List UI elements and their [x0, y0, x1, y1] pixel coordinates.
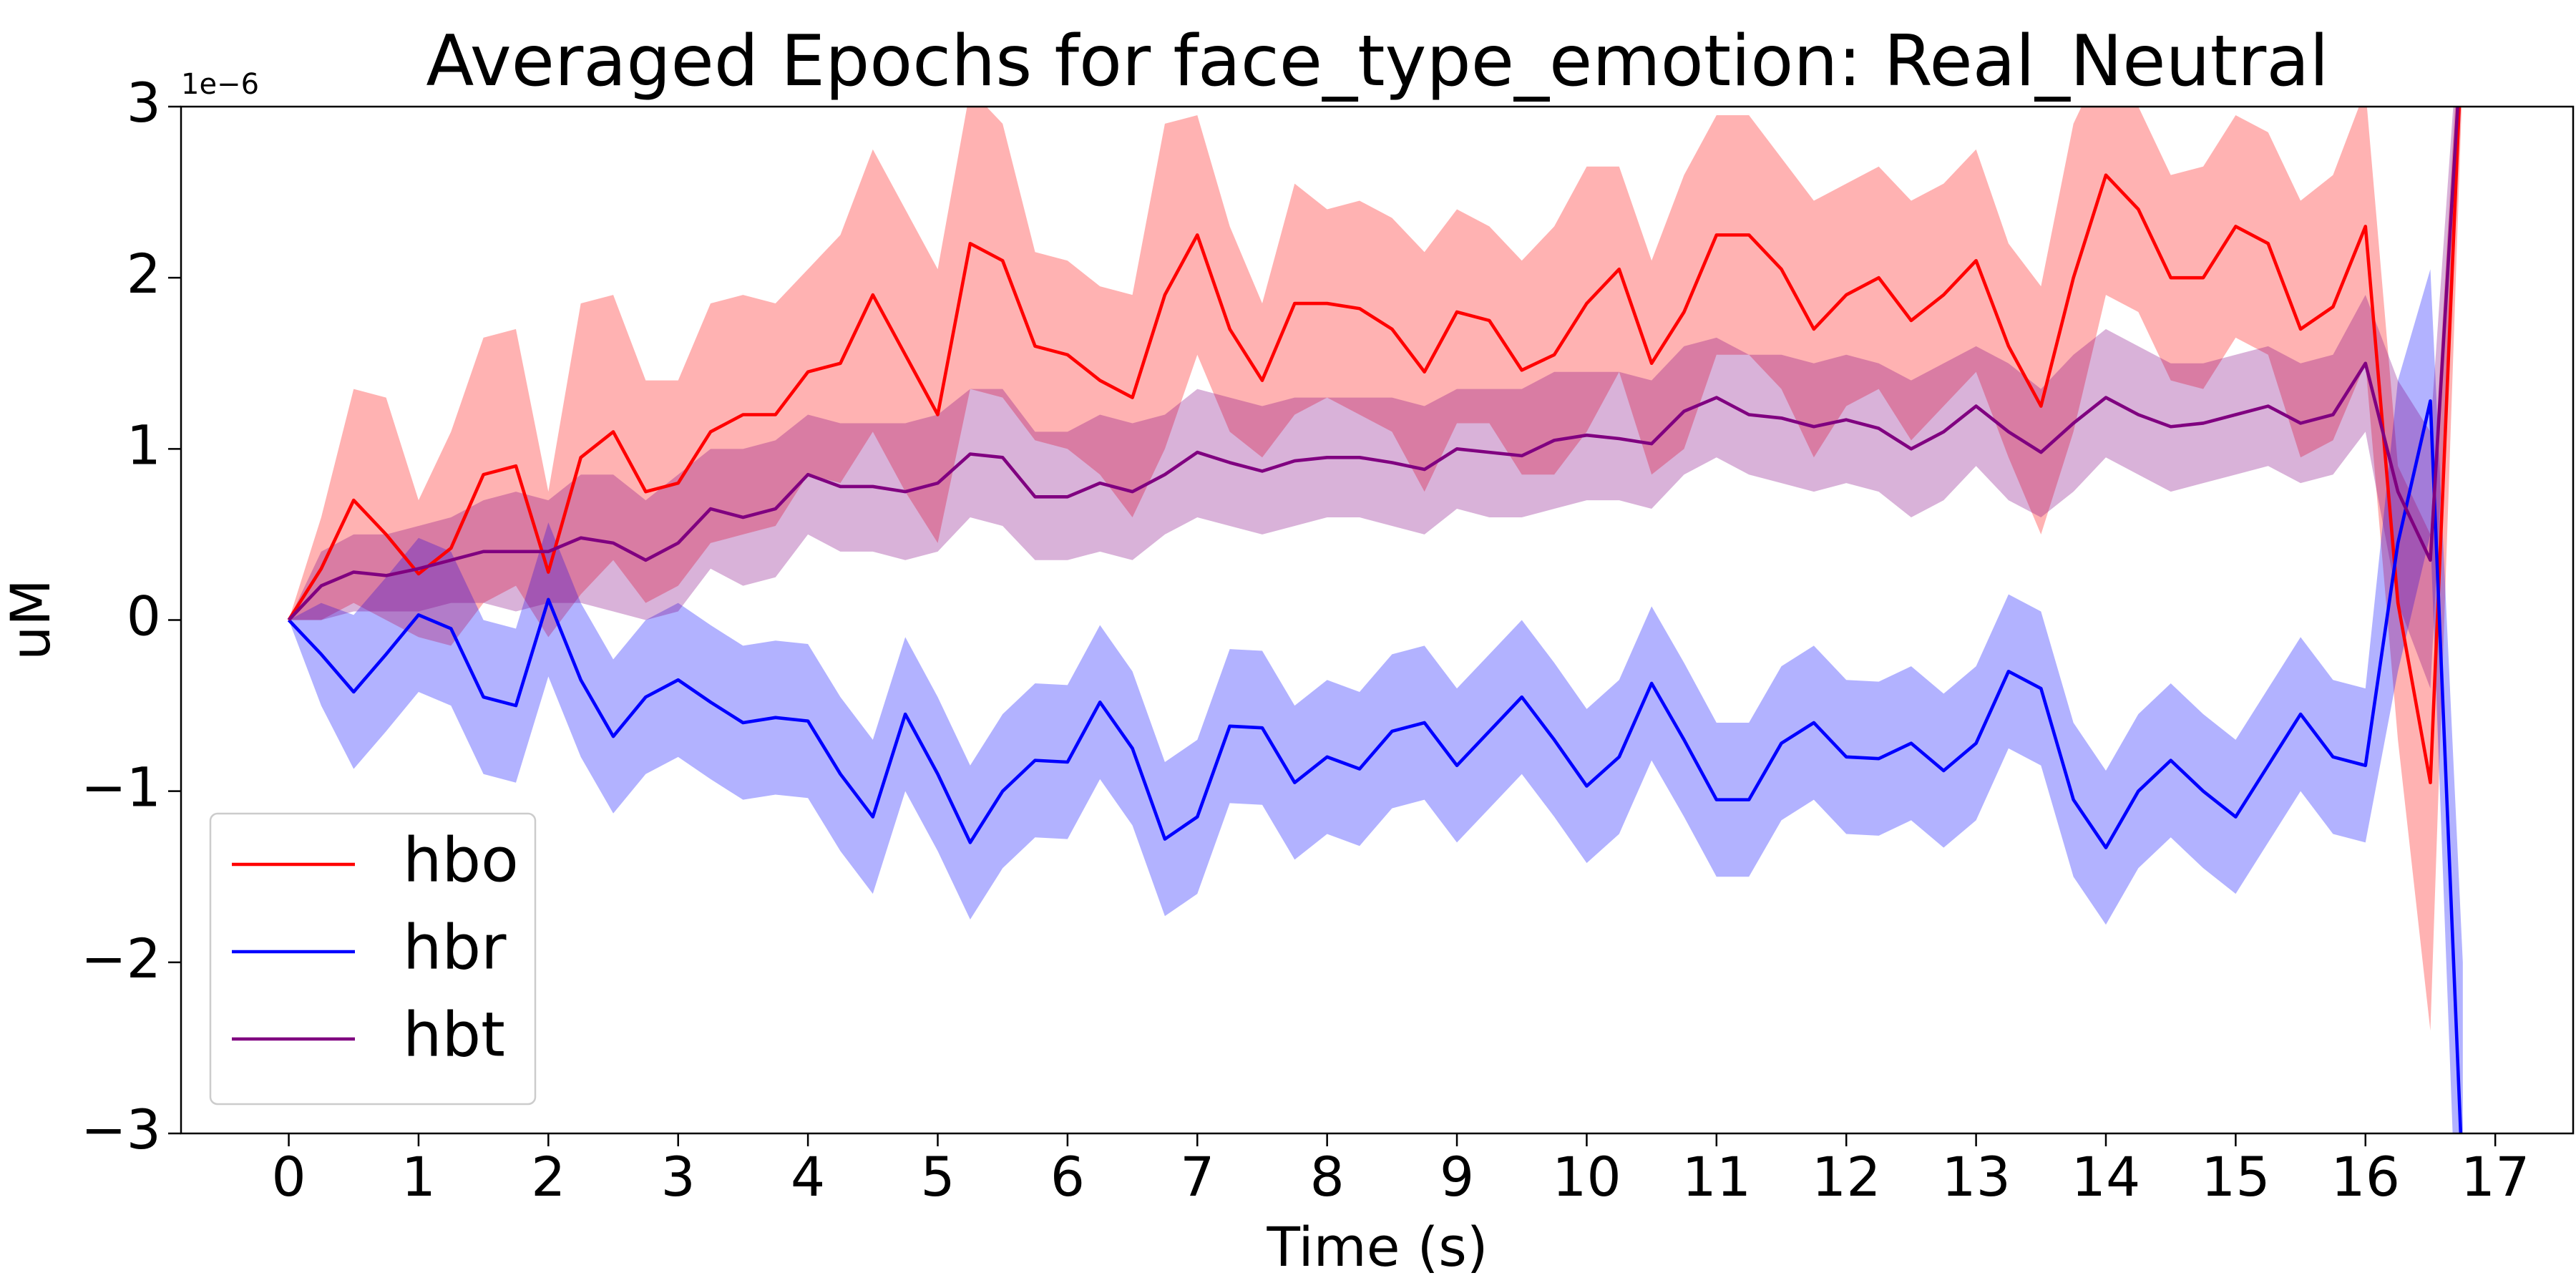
confidence-band: [288, 107, 2462, 689]
x-tick-label: 13: [1941, 1145, 2011, 1209]
x-tick-label: 0: [271, 1145, 306, 1209]
x-tick-label: 11: [1682, 1145, 1751, 1209]
y-tick-label: 1: [127, 413, 161, 477]
confidence-band: [288, 269, 2463, 1133]
plot-area: [287, 107, 2463, 1133]
x-tick-label: 7: [1180, 1145, 1214, 1209]
x-axis-label: Time (s): [1266, 1215, 1488, 1279]
x-tick-label: 6: [1050, 1145, 1085, 1209]
y-tick-label: 3: [127, 71, 161, 135]
legend-box: [209, 812, 537, 1106]
line-series: [287, 399, 2463, 1133]
y-tick-label: −3: [81, 1098, 161, 1161]
y-tick-label: −1: [81, 756, 161, 819]
y-tick-label: 2: [127, 242, 161, 306]
x-tick-label: 1: [401, 1145, 436, 1209]
x-tick-label: 4: [791, 1145, 825, 1209]
x-tick-label: 2: [531, 1145, 565, 1209]
y-tick-label: −2: [81, 927, 161, 990]
y-axis-label: uM: [0, 579, 62, 660]
confidence-band: [288, 107, 2462, 1031]
offset-label: 1e−6: [181, 68, 259, 101]
x-tick-label: 9: [1440, 1145, 1474, 1209]
x-tick-label: 10: [1552, 1145, 1621, 1209]
x-tick-label: 14: [2072, 1145, 2141, 1209]
x-tick-label: 5: [920, 1145, 955, 1209]
x-tick-label: 3: [661, 1145, 696, 1209]
x-tick-label: 15: [2201, 1145, 2270, 1209]
legend-label: hbt: [403, 999, 505, 1070]
x-tick-label: 16: [2331, 1145, 2400, 1209]
line-series: [287, 107, 2462, 785]
x-tick-label: 12: [1812, 1145, 1881, 1209]
legend-label: hbo: [403, 824, 519, 896]
legend-label: hbr: [403, 912, 507, 983]
x-tick-label: 8: [1309, 1145, 1344, 1209]
line-series: [287, 107, 2459, 622]
x-tick-label: 17: [2461, 1145, 2530, 1209]
chart-title: Averaged Epochs for face_type_emotion: R…: [426, 21, 2328, 102]
y-tick-label: 0: [127, 584, 161, 648]
